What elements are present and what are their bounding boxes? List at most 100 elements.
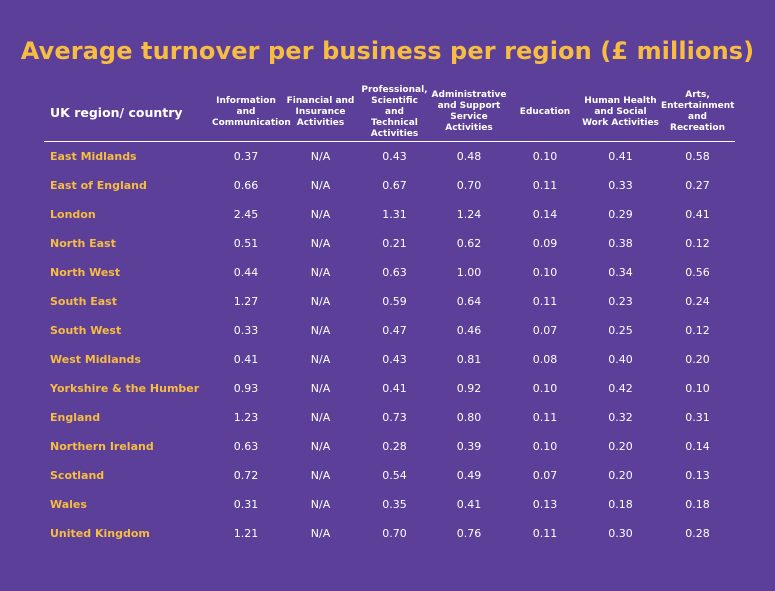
health-cell: 0.32 <box>608 411 633 424</box>
arts-cell: 0.14 <box>685 440 710 453</box>
health-cell: 0.38 <box>608 237 633 250</box>
health-cell: 0.34 <box>608 266 633 279</box>
information-cell: 1.23 <box>233 411 259 424</box>
region-cell: North East <box>50 237 116 250</box>
education-cell: 0.11 <box>532 411 558 424</box>
professional-cell: 0.47 <box>382 324 407 337</box>
information-cell: 0.33 <box>233 324 259 337</box>
table-row: South East 1.27 N/A 0.59 0.64 0.11 0.23 0.24 <box>44 287 735 316</box>
education-cell: 0.10 <box>532 440 558 453</box>
information-cell: 0.63 <box>233 440 259 453</box>
information-cell: 2.45 <box>233 208 259 221</box>
financial-cell: N/A <box>310 208 331 221</box>
table-row: North East 0.51 N/A 0.21 0.62 0.09 0.38 0.12 <box>44 229 735 258</box>
region-cell: Northern Ireland <box>50 440 154 453</box>
financial-cell: N/A <box>310 295 331 308</box>
table-row: London 2.45 N/A 1.31 1.24 0.14 0.29 0.41 <box>44 200 735 229</box>
information-cell: 0.93 <box>233 382 259 395</box>
education-cell: 0.11 <box>532 179 558 192</box>
financial-cell: N/A <box>310 237 331 250</box>
administrative-cell: 1.24 <box>456 208 482 221</box>
region-cell: East of England <box>50 179 147 192</box>
table-row: Wales 0.31 N/A 0.35 0.41 0.13 0.18 0.18 <box>44 490 735 519</box>
education-cell: 0.07 <box>532 469 558 482</box>
education-cell: 0.10 <box>532 382 558 395</box>
table-row: East of England 0.66 N/A 0.67 0.70 0.11 0.33 0.… <box>44 171 735 200</box>
professional-cell: 0.59 <box>382 295 407 308</box>
financial-cell: N/A <box>310 469 331 482</box>
information-cell: 1.21 <box>233 527 259 540</box>
table-row: Scotland 0.72 N/A 0.54 0.49 0.07 0.20 0.13 <box>44 461 735 490</box>
arts-cell: 0.12 <box>685 324 710 337</box>
financial-cell: N/A <box>310 266 331 279</box>
administrative-cell: 0.92 <box>456 382 482 395</box>
arts-cell: 0.56 <box>685 266 710 279</box>
table-header: UK region/ country Information and Commu… <box>44 84 735 142</box>
column-header-professional: Professional, Scientific and Technical A… <box>360 84 429 142</box>
health-cell: 0.20 <box>608 469 633 482</box>
professional-cell: 0.28 <box>382 440 407 453</box>
professional-cell: 0.63 <box>382 266 407 279</box>
region-cell: North West <box>50 266 121 279</box>
professional-cell: 0.73 <box>382 411 407 424</box>
professional-cell: 0.35 <box>382 498 407 511</box>
health-cell: 0.29 <box>608 208 633 221</box>
administrative-cell: 1.00 <box>456 266 482 279</box>
table-row: Northern Ireland 0.63 N/A 0.28 0.39 0.10 0.20 0… <box>44 432 735 461</box>
information-cell: 0.51 <box>233 237 259 250</box>
financial-cell: N/A <box>310 498 331 511</box>
administrative-cell: 0.70 <box>456 179 482 192</box>
arts-cell: 0.28 <box>685 527 710 540</box>
column-header-region: UK region/ country <box>44 84 211 142</box>
region-cell: United Kingdom <box>50 527 150 540</box>
professional-cell: 0.43 <box>382 353 407 366</box>
arts-cell: 0.10 <box>685 382 710 395</box>
information-cell: 0.37 <box>233 149 259 163</box>
financial-cell: N/A <box>310 324 331 337</box>
column-header-education: Education <box>509 84 581 142</box>
professional-cell: 0.43 <box>382 149 407 163</box>
information-cell: 0.31 <box>233 498 259 511</box>
education-cell: 0.10 <box>532 266 558 279</box>
financial-cell: N/A <box>310 382 331 395</box>
financial-cell: N/A <box>310 440 331 453</box>
information-cell: 0.66 <box>233 179 259 192</box>
table-row: South West 0.33 N/A 0.47 0.46 0.07 0.25 0.12 <box>44 316 735 345</box>
arts-cell: 0.13 <box>685 469 710 482</box>
information-cell: 0.44 <box>233 266 259 279</box>
education-cell: 0.08 <box>532 353 558 366</box>
administrative-cell: 0.62 <box>456 237 482 250</box>
column-header-administrative: Administrative and Support Service Activ… <box>429 84 509 142</box>
education-cell: 0.11 <box>532 527 558 540</box>
region-cell: East Midlands <box>50 149 137 163</box>
administrative-cell: 0.41 <box>456 498 482 511</box>
region-cell: Wales <box>50 498 87 511</box>
arts-cell: 0.20 <box>685 353 710 366</box>
region-cell: London <box>50 208 96 221</box>
financial-cell: N/A <box>310 149 331 163</box>
professional-cell: 0.54 <box>382 469 407 482</box>
chart-title: Average turnover per business per region… <box>20 37 755 65</box>
education-cell: 0.13 <box>532 498 558 511</box>
region-cell: Yorkshire & the Humber <box>50 382 200 395</box>
administrative-cell: 0.46 <box>456 324 482 337</box>
region-cell: South East <box>50 295 117 308</box>
information-cell: 0.41 <box>233 353 259 366</box>
professional-cell: 0.67 <box>382 179 407 192</box>
region-cell: Scotland <box>50 469 105 482</box>
education-cell: 0.10 <box>532 149 558 163</box>
arts-cell: 0.12 <box>685 237 710 250</box>
region-cell: West Midlands <box>50 353 141 366</box>
health-cell: 0.20 <box>608 440 633 453</box>
financial-cell: N/A <box>310 527 331 540</box>
column-header-health: Human Health and Social Work Activities <box>581 84 660 142</box>
professional-cell: 0.21 <box>382 237 407 250</box>
education-cell: 0.09 <box>532 237 558 250</box>
administrative-cell: 0.76 <box>456 527 482 540</box>
health-cell: 0.40 <box>608 353 633 366</box>
financial-cell: N/A <box>310 179 331 192</box>
education-cell: 0.11 <box>532 295 558 308</box>
financial-cell: N/A <box>310 353 331 366</box>
education-cell: 0.14 <box>532 208 558 221</box>
arts-cell: 0.24 <box>685 295 710 308</box>
